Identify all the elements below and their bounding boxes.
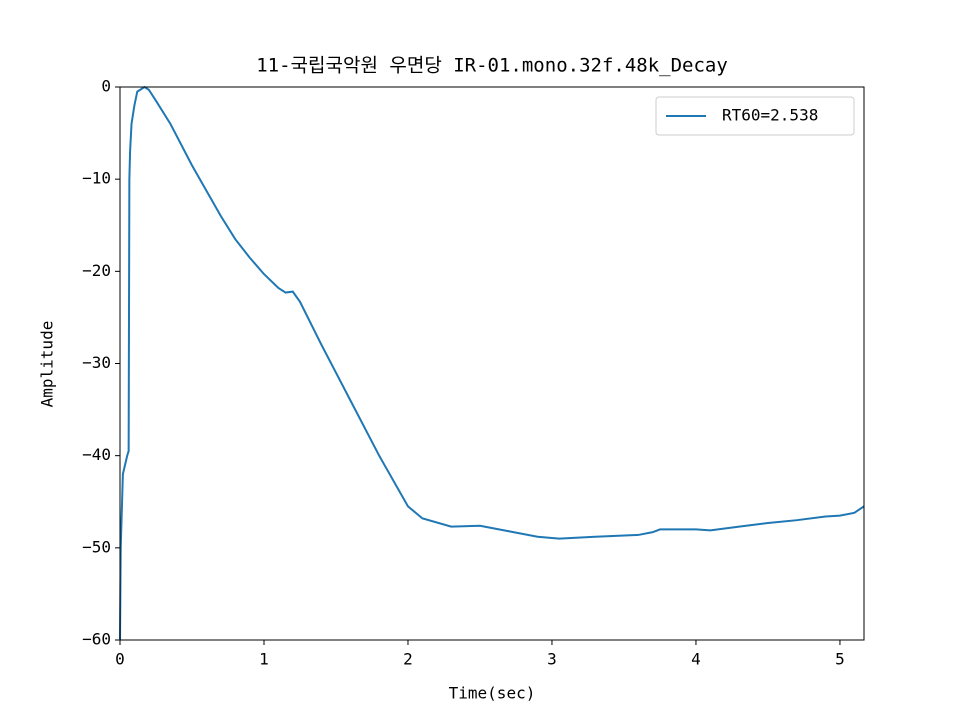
data-line (119, 85, 865, 641)
x-tick-label: 5 (835, 650, 845, 669)
chart-title: 11-국립국악원 우면당 IR-01.mono.32f.48k_Decay (256, 55, 728, 77)
x-tick-label: 1 (259, 650, 269, 669)
x-tick-label: 0 (115, 650, 125, 669)
y-tick-label: −60 (82, 630, 111, 649)
x-tick-label: 3 (547, 650, 557, 669)
plot-frame (119, 86, 865, 641)
y-tick-label: −50 (82, 537, 111, 556)
y-axis-label: Amplitude (38, 321, 57, 408)
y-tick-label: −30 (82, 353, 111, 372)
y-tick-label: −40 (82, 445, 111, 464)
x-tick-label: 4 (691, 650, 701, 669)
y-tick-label: 0 (101, 77, 111, 96)
x-axis-label: Time(sec) (449, 684, 536, 703)
x-tick-label: 2 (403, 650, 413, 669)
y-tick-label: −10 (82, 169, 111, 188)
legend-label: RT60=2.538 (722, 106, 818, 125)
y-tick-label: −20 (82, 261, 111, 280)
legend-box (655, 96, 855, 136)
